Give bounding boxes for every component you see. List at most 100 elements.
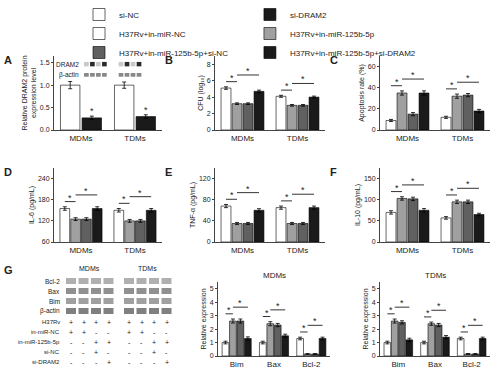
svg-text:4: 4: [207, 94, 211, 101]
svg-text:6: 6: [207, 77, 211, 84]
svg-text:+: +: [107, 319, 111, 326]
svg-text:240: 240: [38, 175, 50, 182]
svg-text:*: *: [246, 66, 250, 76]
svg-text:Bim: Bim: [391, 360, 405, 369]
svg-text:MDMs: MDMs: [231, 134, 254, 143]
svg-text:Bcl-2: Bcl-2: [463, 360, 482, 369]
svg-text:3: 3: [210, 312, 214, 319]
svg-text:4: 4: [210, 299, 214, 306]
svg-text:50: 50: [368, 217, 376, 224]
svg-text:-: -: [140, 359, 143, 366]
svg-text:+: +: [165, 359, 169, 366]
svg-text:*: *: [68, 193, 72, 203]
svg-text:-: -: [95, 359, 98, 366]
svg-text:+: +: [107, 339, 111, 346]
svg-text:-: -: [165, 329, 168, 336]
svg-text:G: G: [4, 264, 13, 276]
svg-text:MDMs: MDMs: [396, 134, 419, 143]
svg-text:*: *: [227, 305, 231, 315]
svg-text:si-DRAM2: si-DRAM2: [290, 11, 327, 20]
svg-text:-: -: [140, 349, 143, 356]
svg-text:120: 120: [199, 175, 211, 182]
svg-text:Relative DRAM2 proteinexpressi: Relative DRAM2 proteinexpression level: [21, 55, 38, 130]
svg-text:D: D: [4, 166, 12, 178]
svg-text:TDMs: TDMs: [452, 246, 473, 255]
svg-text:1.5: 1.5: [40, 59, 50, 66]
svg-text:8: 8: [207, 61, 211, 68]
svg-text:*: *: [122, 194, 126, 204]
svg-text:*: *: [84, 186, 88, 196]
svg-text:-: -: [153, 329, 156, 336]
svg-text:*: *: [411, 70, 415, 80]
svg-text:-: -: [82, 339, 85, 346]
svg-text:-: -: [128, 359, 131, 366]
svg-text:+: +: [140, 329, 144, 336]
svg-text:si-NC: si-NC: [44, 349, 60, 355]
svg-text:MDMs: MDMs: [396, 246, 419, 255]
svg-text:*: *: [426, 308, 430, 318]
svg-text:F: F: [330, 166, 337, 178]
svg-text:40: 40: [368, 84, 376, 91]
svg-text:IL-10 (pg/mL): IL-10 (pg/mL): [354, 184, 362, 226]
svg-text:Apoptosis rate (%): Apoptosis rate (%): [358, 64, 366, 122]
svg-text:+: +: [94, 319, 98, 326]
svg-text:0: 0: [207, 238, 211, 245]
svg-text:H37Rv+in-miR-125b-5p+si-NC: H37Rv+in-miR-125b-5p+si-NC: [119, 49, 228, 58]
svg-text:-: -: [70, 349, 73, 356]
svg-text:MDMs: MDMs: [69, 246, 92, 255]
svg-text:*: *: [301, 185, 305, 195]
svg-text:-: -: [165, 349, 168, 356]
svg-text:si-NC: si-NC: [119, 11, 139, 20]
svg-text:*: *: [90, 106, 94, 116]
svg-text:+: +: [152, 319, 156, 326]
svg-text:Relative expression: Relative expression: [200, 288, 208, 349]
svg-text:C: C: [330, 54, 338, 66]
svg-text:-: -: [128, 339, 131, 346]
svg-text:0: 0: [207, 126, 211, 133]
svg-text:+: +: [82, 319, 86, 326]
svg-text:5: 5: [372, 285, 376, 292]
svg-text:120: 120: [38, 217, 50, 224]
svg-text:*: *: [395, 77, 399, 87]
svg-text:*: *: [411, 176, 415, 186]
svg-text:+: +: [94, 349, 98, 356]
svg-text:*: *: [437, 301, 441, 311]
svg-text:*: *: [389, 305, 393, 315]
svg-text:TDMs: TDMs: [124, 134, 145, 143]
svg-text:+: +: [82, 329, 86, 336]
svg-text:H37Rv+in-miR-125b-5p: H37Rv+in-miR-125b-5p: [290, 30, 375, 39]
svg-text:0: 0: [372, 126, 376, 133]
svg-text:*: *: [246, 184, 250, 194]
svg-text:-: -: [128, 349, 131, 356]
svg-text:+: +: [69, 329, 73, 336]
svg-text:*: *: [450, 80, 454, 90]
svg-text:0.0: 0.0: [40, 126, 50, 133]
svg-text:60: 60: [42, 238, 50, 245]
svg-text:-: -: [70, 359, 73, 366]
svg-text:*: *: [238, 298, 242, 308]
svg-text:IL-6 (pg/mL): IL-6 (pg/mL): [28, 186, 36, 224]
svg-text:*: *: [450, 186, 454, 196]
svg-text:TDMs: TDMs: [287, 246, 308, 255]
svg-text:DRAM2: DRAM2: [56, 61, 79, 68]
svg-text:TDMs: TDMs: [124, 246, 145, 255]
svg-text:E: E: [165, 166, 172, 178]
svg-text:-: -: [82, 359, 85, 366]
svg-text:2: 2: [372, 326, 376, 333]
svg-text:80: 80: [203, 196, 211, 203]
svg-text:H37Rv: H37Rv: [42, 319, 60, 325]
svg-text:*: *: [285, 81, 289, 91]
svg-text:TDMs: TDMs: [138, 265, 157, 272]
svg-text:60: 60: [368, 63, 376, 70]
svg-text:β-actin: β-actin: [40, 307, 60, 315]
svg-text:Bim: Bim: [230, 360, 244, 369]
svg-text:Bim: Bim: [49, 298, 60, 305]
svg-text:+: +: [69, 319, 73, 326]
svg-text:*: *: [302, 323, 306, 333]
svg-text:si-DRAM2: si-DRAM2: [32, 359, 60, 365]
svg-text:TDMs: TDMs: [287, 134, 308, 143]
svg-text:0: 0: [372, 352, 376, 359]
svg-text:150: 150: [364, 175, 376, 182]
svg-text:100: 100: [364, 196, 376, 203]
svg-text:-: -: [82, 349, 85, 356]
